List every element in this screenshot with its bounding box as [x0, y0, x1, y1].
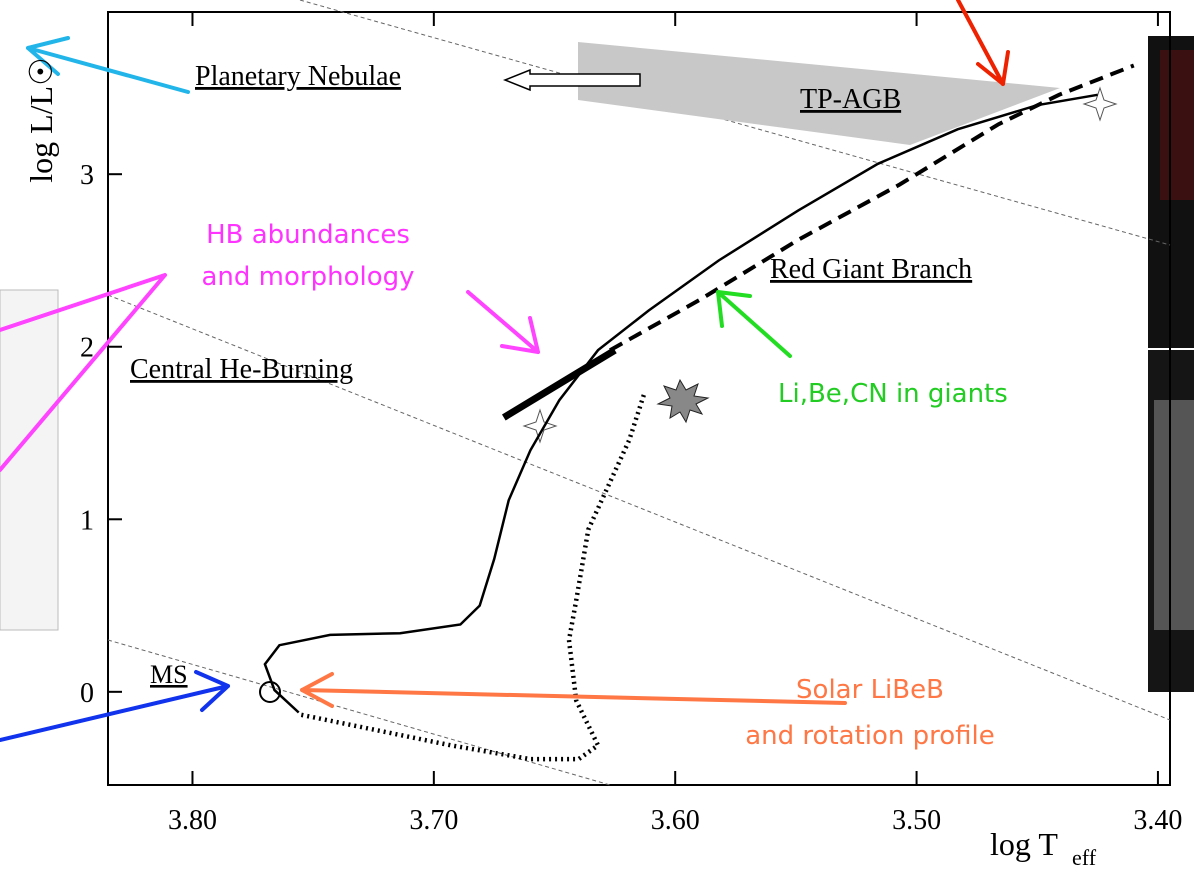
chart: 01233.803.703.603.503.40 Planetary Nebul…	[0, 0, 1194, 874]
x-tick-label: 3.40	[1133, 805, 1182, 836]
x-tick-label: 3.70	[409, 805, 458, 836]
annotation: MS	[150, 660, 188, 689]
page: 01233.803.703.603.503.40 Planetary Nebul…	[0, 0, 1194, 874]
annotation: TP-AGB	[800, 84, 901, 115]
x-axis-label: log T	[990, 826, 1058, 862]
x-tick-label: 3.80	[168, 805, 217, 836]
annotation: Li,Be,CN in giants	[778, 379, 1008, 409]
annotation: and rotation profile	[745, 721, 995, 751]
annotation: Central He-Burning	[130, 354, 353, 385]
annotation: and morphology	[201, 262, 414, 292]
flash	[658, 380, 708, 422]
annotation: Red Giant Branch	[770, 254, 972, 285]
x-tick-label: 3.50	[892, 805, 941, 836]
y-axis-label: log L/L☉	[23, 57, 59, 183]
x-axis-label-sub: eff	[1072, 845, 1097, 870]
track	[299, 395, 644, 759]
x-tick-label: 3.60	[651, 805, 700, 836]
thumbnail-image	[1160, 50, 1194, 200]
annotation: Solar LiBeB	[796, 675, 944, 705]
annotation: Planetary Nebulae	[195, 61, 401, 92]
annotation: HB abundances	[206, 220, 410, 250]
y-tick-label: 3	[80, 160, 94, 191]
track	[504, 350, 615, 417]
star	[1084, 88, 1116, 120]
y-tick-label: 1	[80, 505, 94, 536]
y-tick-label: 0	[80, 678, 94, 709]
thumbnail-image	[1154, 400, 1194, 630]
